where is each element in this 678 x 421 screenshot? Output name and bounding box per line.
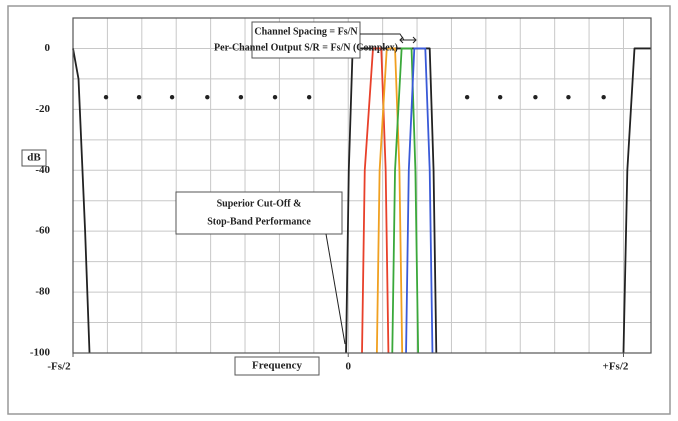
dot <box>272 94 278 100</box>
annotation-box <box>251 21 361 59</box>
annotation-pointer <box>325 233 346 345</box>
y-axis-label: dB <box>27 152 41 164</box>
y-label-box <box>21 149 47 167</box>
dot <box>533 94 538 100</box>
dot <box>497 94 503 100</box>
annotation: Channel Spacing = Fs/N <box>254 26 358 37</box>
dot <box>306 94 312 100</box>
x-tick-label: -Fs/2 <box>47 361 71 373</box>
marks <box>72 47 651 354</box>
annotation: Superior Cut-Off & <box>217 198 302 209</box>
series-line <box>391 47 420 354</box>
y-tick-label: 0 <box>45 42 51 54</box>
dot <box>136 94 142 100</box>
x-axis-label: Frequency <box>252 360 302 372</box>
x-tick-label: 0 <box>345 361 351 373</box>
annotation-box <box>175 191 343 235</box>
dot <box>464 94 470 100</box>
series-line <box>622 47 651 354</box>
y-tick-label: -20 <box>35 103 50 115</box>
annotation-arrow <box>360 33 417 44</box>
dot <box>601 94 606 100</box>
x-tick-label: +Fs/2 <box>603 361 629 373</box>
plot-border <box>72 17 652 354</box>
series-line <box>375 47 404 354</box>
annotation: Stop-Band Performance <box>207 216 311 227</box>
y-tick-label: -40 <box>35 164 50 176</box>
y-tick-label: -80 <box>35 286 50 298</box>
series-line <box>72 48 91 354</box>
y-tick-label: -60 <box>35 225 50 237</box>
dot <box>566 94 571 100</box>
dot <box>205 94 210 100</box>
series-line <box>405 47 434 354</box>
series-line <box>361 47 390 354</box>
dot <box>169 94 175 100</box>
x-label-box <box>234 356 320 376</box>
annotation: Per-Channel Output S/R = Fs/N (Complex) <box>214 42 398 53</box>
dot <box>103 94 109 100</box>
y-tick-label: -100 <box>30 347 51 359</box>
dot <box>238 94 244 100</box>
